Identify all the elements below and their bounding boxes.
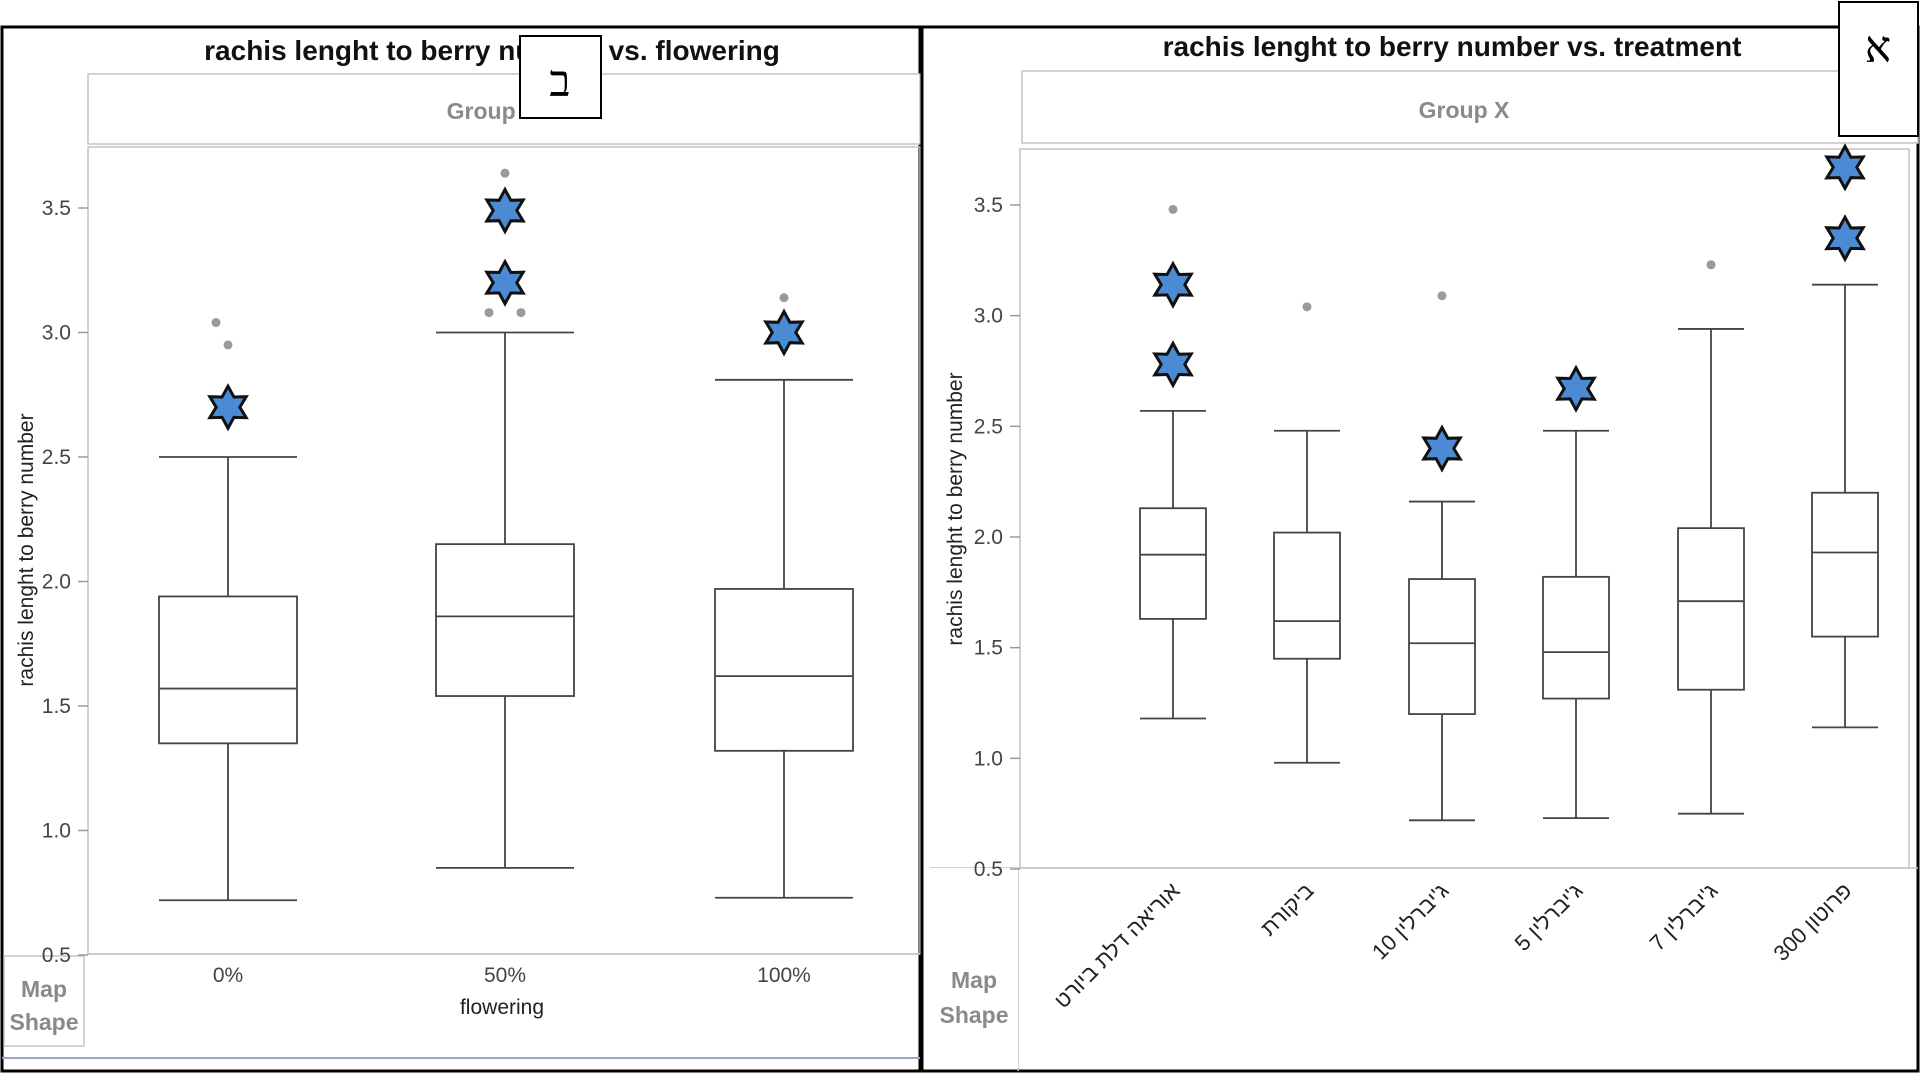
left-box-plot (158, 318, 298, 902)
box-iqr (1811, 491, 1879, 638)
outlier-point (500, 168, 510, 178)
left-x-category-label: 100% (757, 964, 811, 987)
star-marker-icon (763, 308, 805, 357)
outlier-point (779, 293, 789, 303)
box-iqr (1408, 578, 1476, 715)
right-x-category-label: ג'יברלין 10 (1367, 878, 1454, 965)
right-x-category-label: פרוטון 300 (1768, 878, 1856, 966)
box-iqr (1273, 531, 1341, 660)
star-marker-icon (484, 186, 526, 235)
right-boxes (1139, 143, 1879, 822)
left-map-shape-box (3, 955, 85, 1047)
left-x-axis-label: flowering (460, 996, 544, 1019)
right-y-axis-label: rachis lenght to berry number (944, 372, 967, 645)
star-marker-icon (1152, 260, 1194, 309)
left-shape-label: Shape (9, 1009, 78, 1035)
right-box-plot (1273, 302, 1341, 764)
right-group-header (1021, 70, 1919, 144)
left-map-label: Map (21, 976, 67, 1002)
right-box-plot (1677, 260, 1745, 815)
right-box-plot (1139, 204, 1207, 720)
box-iqr (714, 588, 854, 752)
right-panel-letter: א (1865, 22, 1891, 73)
right-y-tick-label: 0.5 (974, 858, 1003, 881)
box-iqr (1139, 507, 1207, 620)
left-y-tick-label: 1.5 (42, 695, 71, 718)
left-x-category-label: 0% (213, 964, 243, 987)
right-y-tick-label: 3.0 (974, 305, 1003, 328)
outlier-point (223, 340, 233, 350)
star-marker-icon (1421, 424, 1463, 473)
right-box-plot (1542, 364, 1610, 819)
right-map-label: Map (951, 967, 997, 993)
left-chart-title: rachis lenght to berry number vs. flower… (204, 35, 780, 66)
right-shape-label: Shape (939, 1002, 1008, 1028)
box-iqr (435, 543, 575, 697)
outlier-point (1706, 260, 1716, 270)
outlier-point (484, 308, 494, 318)
right-panel: rachis lenght to berry number vs. treatm… (920, 1, 1920, 1073)
right-x-category-label: ביקורת (1256, 878, 1319, 941)
left-y-tick-label: 3.5 (42, 197, 71, 220)
right-box-plot (1408, 291, 1476, 822)
star-marker-icon (207, 383, 249, 432)
right-x-category-label: ג'יברלין 5 (1510, 878, 1588, 956)
right-y-ticks: 0.5 1.0 1.5 2.0 2.5 3.0 3.5 (974, 194, 1020, 881)
outlier-point (1302, 302, 1312, 312)
right-box-plot (1811, 143, 1879, 729)
left-y-axis-label: rachis lenght to berry number (15, 413, 38, 686)
right-x-category-label: אוריאה דלת ביורט (1049, 878, 1184, 1013)
right-group-label: Group X (1419, 97, 1510, 123)
right-panel-letter-box (1838, 1, 1919, 137)
left-x-ticks: 0% 50% 100% (213, 964, 811, 987)
outlier-point (1437, 291, 1447, 301)
left-x-category-label: 50% (484, 964, 526, 987)
star-marker-icon (1555, 364, 1597, 413)
box-iqr (1677, 527, 1745, 691)
right-y-tick-label: 1.5 (974, 637, 1003, 660)
outlier-point (211, 318, 221, 328)
left-group-header (87, 73, 921, 145)
left-y-tick-label: 2.0 (42, 571, 71, 594)
box-iqr (1542, 575, 1610, 700)
right-map-shape-box (930, 868, 1018, 1068)
outlier-point (516, 308, 526, 318)
star-marker-icon (1824, 214, 1866, 263)
left-box-plot (435, 168, 575, 869)
left-y-tick-label: 3.0 (42, 322, 71, 345)
outlier-point (1168, 204, 1178, 214)
right-y-tick-label: 3.5 (974, 194, 1003, 217)
left-y-tick-label: 2.5 (42, 446, 71, 469)
right-x-category-label: ג'יברלין 7 (1645, 878, 1723, 956)
left-panel-letter-box (519, 35, 602, 119)
left-y-tick-label: 1.0 (42, 820, 71, 843)
right-chart-title: rachis lenght to berry number vs. treatm… (1163, 31, 1742, 62)
right-y-tick-label: 2.5 (974, 415, 1003, 438)
right-y-tick-label: 2.0 (974, 526, 1003, 549)
right-panel-border (920, 25, 1920, 1073)
left-panel: rachis lenght to berry number vs. flower… (0, 25, 922, 1073)
right-x-ticks: אוריאה דלת ביורט ביקורת ג'יברלין 10 ג'יברלי… (1049, 878, 1856, 1013)
right-y-tick-label: 1.0 (974, 747, 1003, 770)
left-y-tick-label: 0.5 (42, 944, 71, 967)
star-marker-icon (484, 258, 526, 307)
left-y-ticks: 0.5 1.0 1.5 2.0 2.5 3.0 3.5 (42, 197, 88, 967)
star-marker-icon (1152, 340, 1194, 389)
left-panel-letter: ב (549, 56, 570, 107)
left-boxes (158, 168, 854, 902)
left-box-plot (714, 293, 854, 899)
box-iqr (158, 595, 298, 745)
star-marker-icon (1824, 143, 1866, 192)
